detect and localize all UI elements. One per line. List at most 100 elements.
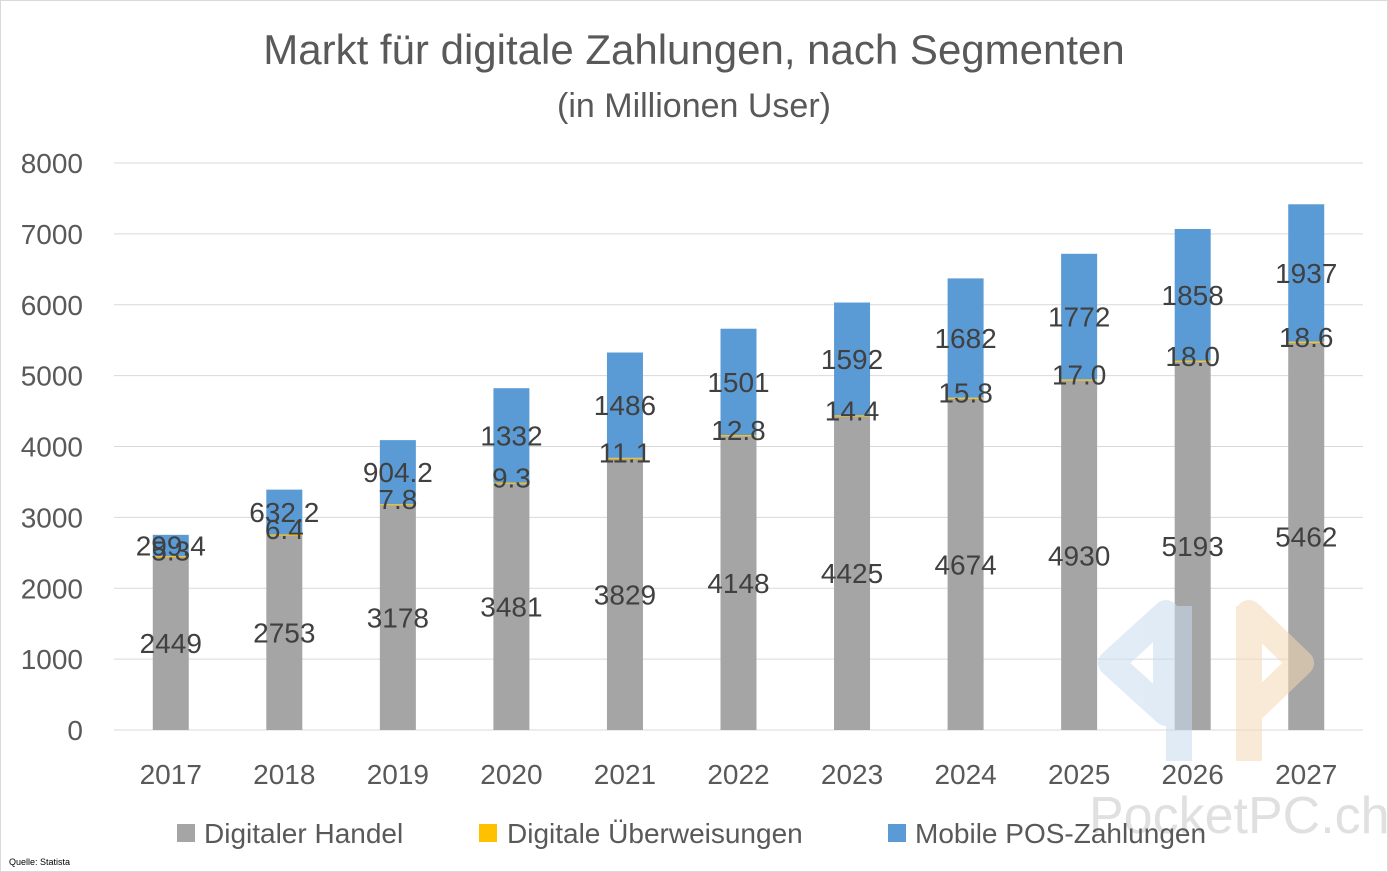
data-label-digitaler-handel-2018: 2753 <box>253 617 315 648</box>
data-label-digitale-ueberweisungen-2017: 5.3 <box>151 535 190 566</box>
bar-digitale-ueberweisungen-2017 <box>152 556 189 558</box>
y-tick-label: 4000 <box>21 432 83 463</box>
x-tick-label-2019: 2019 <box>367 759 429 790</box>
bar-mobile-pos-2027 <box>1288 204 1325 342</box>
x-tick-label-2024: 2024 <box>934 759 996 790</box>
data-label-digitale-ueberweisungen-2024: 15.8 <box>938 378 993 409</box>
legend-label-digitaler-handel: Digitaler Handel <box>204 818 403 849</box>
bar-mobile-pos-2023 <box>834 302 871 416</box>
x-tick-label-2017: 2017 <box>140 759 202 790</box>
data-label-mobile-pos-2021: 1486 <box>594 390 656 421</box>
y-tick-label: 6000 <box>21 290 83 321</box>
data-label-digitale-ueberweisungen-2022: 12.8 <box>711 415 766 446</box>
data-label-digitale-ueberweisungen-2020: 9.3 <box>492 462 531 493</box>
x-tick-label-2020: 2020 <box>480 759 542 790</box>
bar-digitaler-handel-2025 <box>1061 380 1098 730</box>
bar-mobile-pos-2019 <box>379 440 416 505</box>
data-label-digitaler-handel-2021: 3829 <box>594 579 656 610</box>
y-tick-label: 8000 <box>21 148 83 179</box>
data-label-digitale-ueberweisungen-2019: 7.8 <box>378 484 417 515</box>
bar-mobile-pos-2020 <box>493 388 530 483</box>
legend-swatch-mobile-pos <box>888 824 906 842</box>
data-label-digitaler-handel-2025: 4930 <box>1048 540 1110 571</box>
data-label-mobile-pos-2022: 1501 <box>707 367 769 398</box>
data-label-mobile-pos-2024: 1682 <box>934 323 996 354</box>
bar-digitaler-handel-2017 <box>152 556 189 730</box>
data-label-digitale-ueberweisungen-2027: 18.6 <box>1279 322 1334 353</box>
data-label-mobile-pos-2020: 1332 <box>480 420 542 451</box>
legend-swatch-digitaler-handel <box>177 824 195 842</box>
data-label-digitaler-handel-2017: 2449 <box>140 628 202 659</box>
data-label-digitaler-handel-2026: 5193 <box>1162 531 1224 562</box>
bar-digitale-ueberweisungen-2018 <box>266 534 303 536</box>
x-tick-label-2027: 2027 <box>1275 759 1337 790</box>
bar-digitaler-handel-2018 <box>266 534 303 730</box>
x-axis-ticks: 2017 2018 2019 2020 2021 2022 2023 2024 2025 2026… <box>140 759 1338 790</box>
data-label-mobile-pos-2025: 1772 <box>1048 302 1110 333</box>
x-tick-label-2022: 2022 <box>707 759 769 790</box>
bar-digitale-ueberweisungen-2026 <box>1174 360 1211 362</box>
bar-digitale-ueberweisungen-2023 <box>834 415 871 417</box>
bar-mobile-pos-2018 <box>266 489 303 535</box>
bar-mobile-pos-2017 <box>152 534 189 557</box>
data-label-mobile-pos-2017: 299.4 <box>136 530 206 561</box>
data-label-digitaler-handel-2022: 4148 <box>707 568 769 599</box>
data-label-mobile-pos-2018: 632.2 <box>249 497 319 528</box>
bar-mobile-pos-2025 <box>1061 253 1098 380</box>
bar-digitale-ueberweisungen-2027 <box>1288 341 1325 343</box>
data-label-digitale-ueberweisungen-2023: 14.4 <box>825 395 880 426</box>
y-tick-label: 0 <box>67 715 83 746</box>
bar-digitale-ueberweisungen-2020 <box>493 482 530 484</box>
bars <box>152 204 1325 730</box>
bar-digitale-ueberweisungen-2019 <box>379 504 416 506</box>
data-label-digitale-ueberweisungen-2025: 17.0 <box>1052 360 1107 391</box>
bar-mobile-pos-2021 <box>606 352 643 458</box>
data-label-digitaler-handel-2019: 3178 <box>367 602 429 633</box>
legend: Digitaler Handel Digitale Überweisungen … <box>177 818 1206 849</box>
bar-digitale-ueberweisungen-2021 <box>606 457 643 460</box>
data-label-digitaler-handel-2027: 5462 <box>1275 521 1337 552</box>
legend-label-mobile-pos: Mobile POS-Zahlungen <box>915 818 1206 849</box>
data-label-mobile-pos-2026: 1858 <box>1162 280 1224 311</box>
bar-digitaler-handel-2020 <box>493 483 530 730</box>
legend-label-digitale-ueberweisungen: Digitale Überweisungen <box>507 818 803 849</box>
chart-subtitle: (in Millionen User) <box>557 87 831 125</box>
bar-digitale-ueberweisungen-2022 <box>720 435 757 437</box>
bar-digitaler-handel-2022 <box>720 436 757 730</box>
x-tick-label-2021: 2021 <box>594 759 656 790</box>
data-label-digitale-ueberweisungen-2021: 11.1 <box>599 438 651 469</box>
chart-title: Markt für digitale Zahlungen, nach Segme… <box>263 26 1125 73</box>
pocketpc-logo-watermark: PocketPC.ch <box>1089 600 1387 845</box>
data-label-mobile-pos-2027: 1937 <box>1275 258 1337 289</box>
watermark-text: PocketPC.ch <box>1089 787 1387 845</box>
source-note: Quelle: Statista <box>9 857 70 867</box>
y-tick-label: 7000 <box>21 219 83 250</box>
bar-mobile-pos-2022 <box>720 328 757 436</box>
data-label-digitaler-handel-2024: 4674 <box>934 549 996 580</box>
bar-digitaler-handel-2021 <box>606 458 643 730</box>
data-label-mobile-pos-2019: 904.2 <box>363 457 433 488</box>
data-label-digitale-ueberweisungen-2018: 6.4 <box>265 514 304 545</box>
bar-digitale-ueberweisungen-2024 <box>947 397 984 399</box>
legend-swatch-digitale-ueberweisungen <box>479 824 497 842</box>
data-label-mobile-pos-2023: 1592 <box>821 344 883 375</box>
bar-digitaler-handel-2023 <box>834 416 871 730</box>
data-label-digitaler-handel-2020: 3481 <box>480 592 542 623</box>
y-axis-ticks: 0 1000 2000 3000 4000 5000 6000 7000 8000 <box>21 148 83 746</box>
data-label-digitale-ueberweisungen-2026: 18.0 <box>1165 341 1220 372</box>
bar-mobile-pos-2026 <box>1174 228 1211 361</box>
data-label-digitaler-handel-2023: 4425 <box>821 558 883 589</box>
x-tick-label-2023: 2023 <box>821 759 883 790</box>
bar-mobile-pos-2024 <box>947 278 984 398</box>
x-tick-label-2025: 2025 <box>1048 759 1110 790</box>
y-tick-label: 2000 <box>21 573 83 604</box>
x-tick-label-2018: 2018 <box>253 759 315 790</box>
y-tick-label: 5000 <box>21 361 83 392</box>
bar-digitaler-handel-2019 <box>379 504 416 730</box>
x-tick-label-2026: 2026 <box>1162 759 1224 790</box>
y-tick-label: 3000 <box>21 502 83 533</box>
bar-digitale-ueberweisungen-2025 <box>1061 379 1098 381</box>
